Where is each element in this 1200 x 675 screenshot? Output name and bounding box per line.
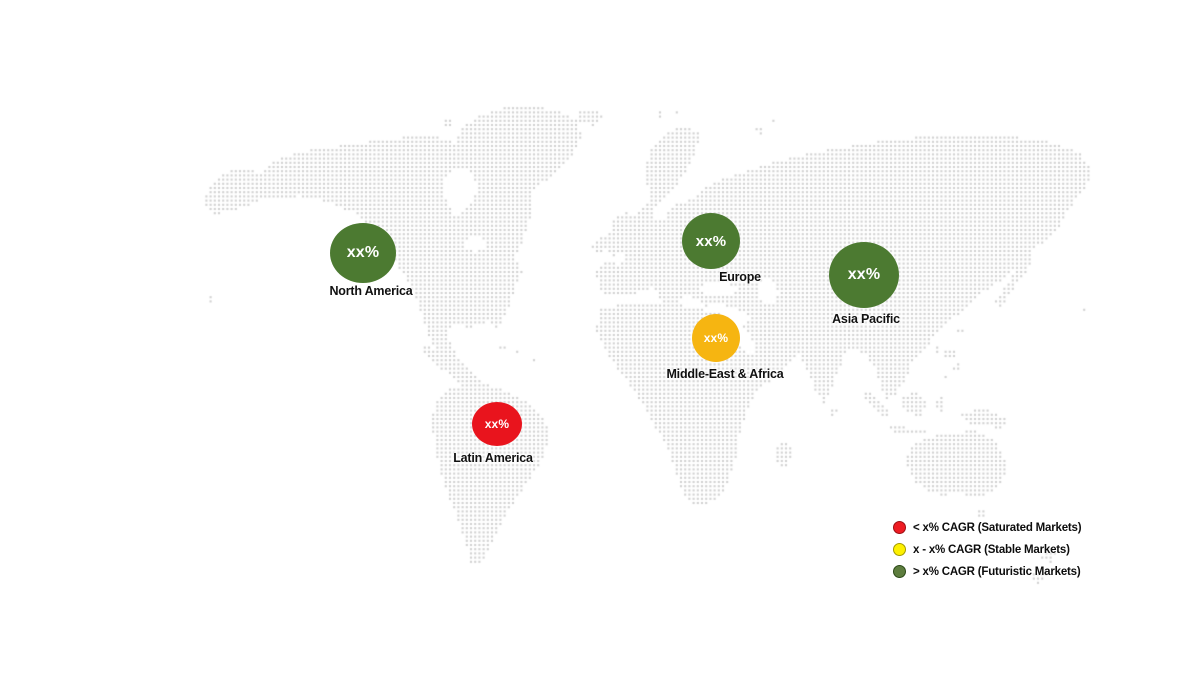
region-value: xx% — [695, 232, 727, 250]
legend-item-1: x - x% CAGR (Stable Markets) — [893, 543, 1081, 556]
legend-color-dot — [893, 565, 906, 578]
region-value: xx% — [484, 417, 510, 431]
region-label-latin-america: Latin America — [453, 451, 533, 465]
region-bubble-north-america: xx% — [330, 223, 396, 283]
region-bubble-europe: xx% — [682, 213, 740, 269]
legend-color-dot — [893, 543, 906, 556]
region-bubble-middle-east-africa: xx% — [692, 314, 740, 362]
legend-item-0: < x% CAGR (Saturated Markets) — [893, 521, 1082, 534]
region-label-middle-east-africa: Middle-East & Africa — [666, 367, 784, 381]
region-label-asia-pacific: Asia Pacific — [832, 312, 900, 326]
legend-color-dot — [893, 521, 906, 534]
region-value: xx% — [847, 266, 881, 283]
region-label-europe: Europe — [719, 270, 761, 284]
region-bubble-asia-pacific: xx% — [829, 242, 899, 308]
region-label-north-america: North America — [329, 284, 413, 298]
legend-item-2: > x% CAGR (Futuristic Markets) — [893, 565, 1081, 578]
region-bubble-latin-america: xx% — [472, 402, 522, 446]
region-value: xx% — [346, 244, 380, 261]
region-value: xx% — [703, 331, 729, 345]
cagr-legend: < x% CAGR (Saturated Markets) x - x% CAGR… — [893, 521, 1082, 587]
legend-label: > x% CAGR (Futuristic Markets) — [913, 565, 1081, 578]
legend-label: x - x% CAGR (Stable Markets) — [913, 543, 1070, 556]
legend-label: < x% CAGR (Saturated Markets) — [913, 521, 1082, 534]
